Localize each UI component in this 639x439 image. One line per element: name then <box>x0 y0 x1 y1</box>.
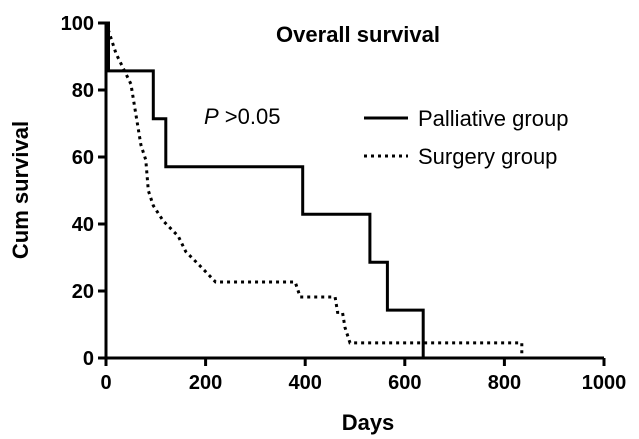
series-line-1 <box>106 21 425 358</box>
x-tick-label: 200 <box>189 372 222 394</box>
x-tick-label: 1000 <box>582 372 627 394</box>
x-tick-label: 0 <box>100 372 111 394</box>
p-value-annotation: P >0.05 <box>204 104 280 129</box>
y-tick-label: 20 <box>72 281 94 303</box>
x-axis-title: Days <box>342 410 395 435</box>
x-tick-label: 800 <box>488 372 521 394</box>
y-tick-label: 100 <box>61 13 94 35</box>
p-value-text: >0.05 <box>219 104 281 129</box>
x-tick-label: 400 <box>289 372 322 394</box>
legend-label-1: Palliative group <box>418 106 568 131</box>
legend-label-2: Surgery group <box>418 144 557 169</box>
y-tick-label: 60 <box>72 147 94 169</box>
x-tick-label: 600 <box>388 372 421 394</box>
axes: 0 200 400 600 800 1000 0 20 40 60 80 100 <box>61 13 627 394</box>
chart-title: Overall survival <box>276 22 440 47</box>
y-tick-label: 40 <box>72 214 94 236</box>
p-value-symbol: P <box>204 104 219 129</box>
series-layer <box>104 21 524 358</box>
series-line-2 <box>104 22 524 358</box>
y-tick-label: 80 <box>72 80 94 102</box>
y-tick-label: 0 <box>83 348 94 370</box>
legend: Palliative group Surgery group <box>364 106 568 169</box>
y-axis-title: Cum survival <box>8 121 33 259</box>
